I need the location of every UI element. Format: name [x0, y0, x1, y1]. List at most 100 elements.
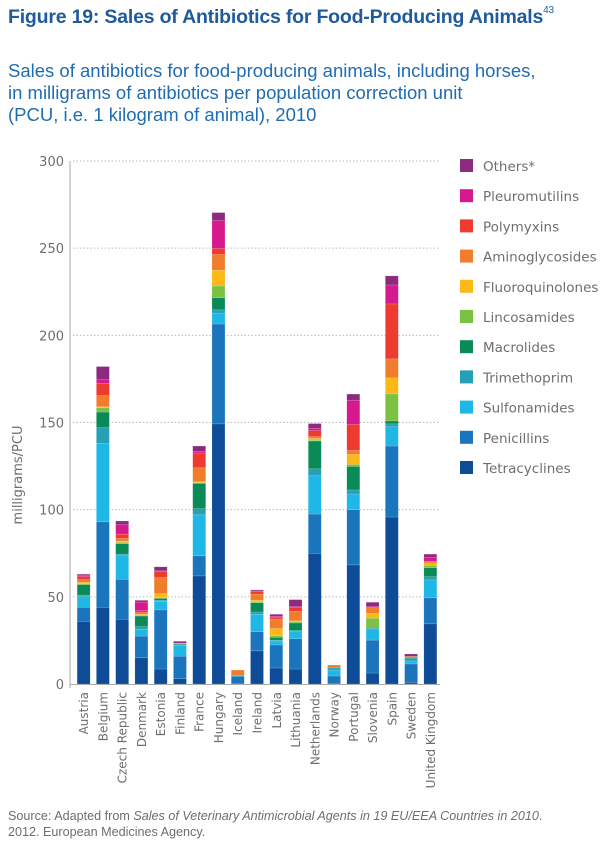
x-tick-label: Czech Republic [116, 692, 130, 783]
bar-stack [365, 602, 380, 685]
y-tick-label: 100 [39, 504, 64, 519]
bar-segment-macrolides [250, 602, 264, 613]
bar-segment-pleuromutilins [288, 606, 303, 608]
bar-segment-penicillins [211, 323, 226, 425]
bar-segment-sulfonamides [346, 493, 361, 510]
legend-swatch [460, 310, 473, 323]
legend-item: Fluoroquinolones [460, 279, 598, 296]
bar-segment-others [404, 653, 418, 657]
bar-segment-aminoglycosides [250, 593, 264, 601]
source-title: Sales of Veterinary Antimicrobial Agents… [133, 809, 539, 823]
bar-segment-polymyxins [423, 560, 438, 563]
legend-swatch [460, 219, 473, 233]
bar-segment-aminoglycosides [231, 669, 245, 676]
legend-swatch [460, 279, 473, 293]
bar-segment-penicillins [192, 555, 206, 577]
bar-segment-sulfonamides [134, 628, 149, 637]
bar-segment-macrolides [76, 584, 91, 596]
bar-segment-pleuromutilins [96, 379, 110, 384]
bar-segment-lincosamides [192, 482, 206, 484]
legend-label: Pleuromutilins [483, 189, 579, 205]
x-tick-label: Finland [173, 692, 187, 735]
bar-stack [288, 599, 303, 685]
bar-segment-aminoglycosides [269, 618, 283, 629]
figure-title-footnote: 43 [543, 5, 554, 16]
bar-segment-sulfonamides [173, 645, 187, 657]
bar-segment-sulfonamides [96, 443, 110, 523]
bar-segment-pleuromutilins [192, 451, 206, 454]
bar-segment-penicillins [173, 655, 187, 679]
x-tick-label: Netherlands [308, 692, 322, 765]
bar-segment-polymyxins [134, 610, 149, 613]
bar-segment-macrolides [192, 483, 206, 509]
x-tick-label: Spain [385, 692, 399, 726]
bar-stack [308, 423, 322, 685]
bar-segment-tetracyclines [211, 423, 226, 685]
legend-label: Tetracyclines [482, 461, 571, 477]
legend-swatch [460, 189, 473, 203]
x-tick-label: Belgium [96, 692, 110, 741]
bar-segment-fluoroquinolones [134, 614, 149, 616]
legend-swatch [460, 249, 473, 263]
bar-segment-others [288, 599, 303, 607]
bar-segment-others [365, 602, 380, 607]
bar-segment-lincosamides [308, 439, 322, 442]
legend-swatch [460, 159, 473, 172]
bar-segment-tetracyclines [153, 668, 168, 685]
source-line-2: 2012. European Medicines Agency. [8, 825, 206, 839]
bar-segment-penicillins [404, 663, 418, 683]
bar-segment-pleuromutilins [308, 428, 322, 431]
bar-segment-sulfonamides [115, 555, 129, 580]
bar-segment-others [192, 445, 206, 452]
bar-segment-pleuromutilins [423, 557, 438, 562]
bar-segment-penicillins [385, 445, 399, 518]
bar-segment-pleuromutilins [76, 575, 91, 577]
bar-segment-sulfonamides [211, 312, 226, 325]
chart-subtitle: Sales of antibiotics for food-producing … [8, 60, 604, 126]
bar-segment-lincosamides [134, 614, 149, 617]
bar-segment-aminoglycosides [423, 561, 438, 564]
bar-segment-tetracyclines [96, 607, 110, 685]
bar-segment-polymyxins [115, 533, 129, 539]
legend-swatch [460, 461, 473, 474]
x-tick-label: Ireland [251, 692, 265, 734]
bar-segment-tetracyclines [346, 564, 361, 685]
bar-segment-sulfonamides [153, 600, 168, 611]
bar-segment-macrolides [423, 567, 438, 577]
bar-segment-others [76, 573, 91, 576]
figure-title: Figure 19: Sales of Antibiotics for Food… [8, 5, 554, 29]
legend-item: Penicillins [460, 430, 549, 447]
bar-segment-trimethoprim [153, 599, 168, 602]
x-tick-label: Portugal [347, 692, 361, 742]
bar-segment-aminoglycosides [365, 607, 380, 614]
bars [76, 212, 438, 685]
bar-segment-trimethoprim [96, 427, 110, 444]
bar-segment-fluoroquinolones [211, 269, 226, 287]
bar-segment-aminoglycosides [308, 436, 322, 439]
bar-segment-aminoglycosides [115, 538, 129, 542]
legend-label: Macrolides [483, 340, 555, 356]
x-tick-label: Hungary [212, 692, 226, 743]
bar-segment-macrolides [134, 615, 149, 627]
bar-segment-sulfonamides [404, 660, 418, 665]
stacked-bar-chart: 0 50 100 150 200 250 300 milligrams/PCU Austri… [11, 155, 598, 788]
subtitle-line: Sales of antibiotics for food-producing … [8, 60, 536, 81]
bar-segment-aminoglycosides [153, 577, 168, 594]
legend-label: Fluoroquinolones [483, 280, 598, 296]
x-tick-label: United Kingdom [424, 692, 438, 788]
bar-segment-lincosamides [250, 601, 264, 603]
bar-segment-others [269, 614, 283, 617]
legend-item: Lincosamides [460, 310, 575, 326]
legend-swatch [460, 370, 473, 384]
y-tick-label: 150 [39, 417, 64, 432]
bar-segment-trimethoprim [76, 594, 91, 598]
bar-segment-penicillins [76, 607, 91, 622]
bar-segment-others [173, 641, 187, 644]
bar-segment-aminoglycosides [76, 579, 91, 583]
bar-segment-penicillins [115, 579, 129, 620]
y-tick-label: 200 [39, 329, 64, 344]
bar-segment-lincosamides [269, 635, 283, 638]
bar-segment-others [423, 553, 438, 558]
y-axis: 0 50 100 150 200 250 300 [39, 155, 440, 693]
bar-segment-trimethoprim [192, 508, 206, 516]
